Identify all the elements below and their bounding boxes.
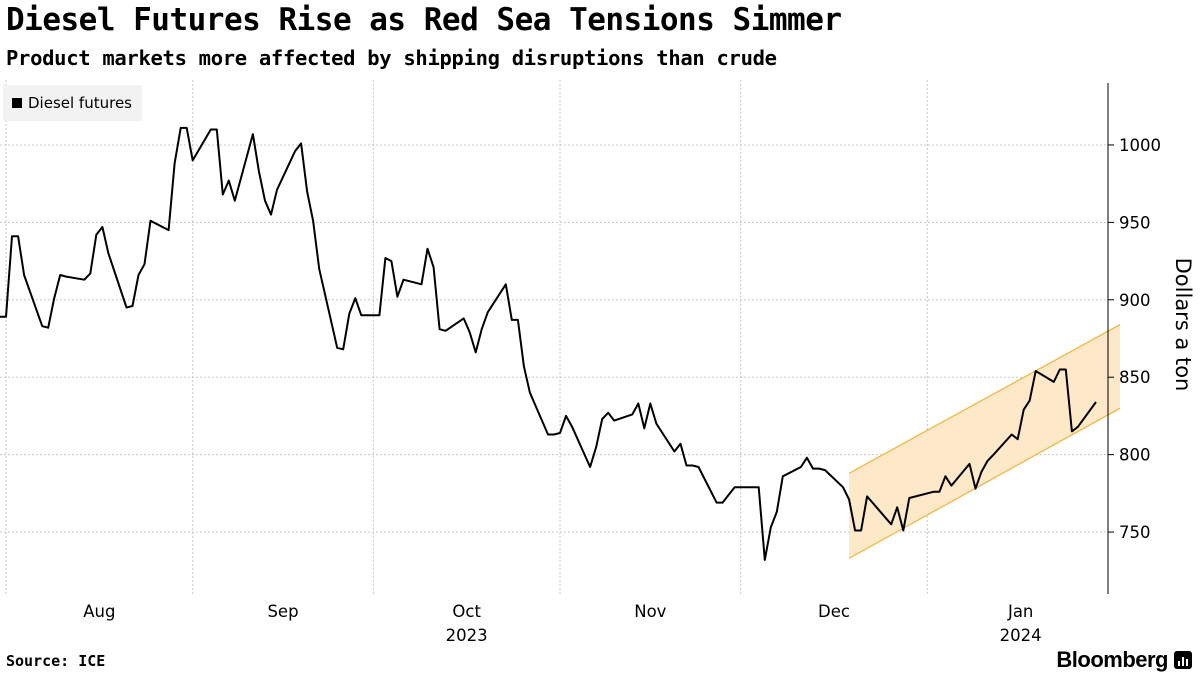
channel-upper-line — [848, 324, 1121, 474]
legend-label: Diesel futures — [28, 94, 132, 112]
legend[interactable]: Diesel futures — [3, 85, 142, 121]
x-tick-label: Dec — [818, 602, 850, 621]
legend-swatch — [12, 98, 22, 108]
chart-title: Diesel Futures Rise as Red Sea Tensions … — [6, 2, 842, 38]
source-note: Source: ICE — [6, 652, 106, 670]
brand-logo: Bloomberg — [1056, 647, 1168, 672]
y-tick-label: 800 — [1119, 446, 1151, 465]
y-axis-title: Dollars a ton — [1171, 258, 1195, 392]
series-layer — [0, 126, 1097, 561]
x-tick-label: Sep — [267, 602, 298, 621]
y-tick-label: 750 — [1119, 523, 1151, 542]
series-line-diesel-futures — [0, 126, 1097, 561]
y-tick-label: 950 — [1119, 213, 1151, 232]
channel-layer — [848, 324, 1121, 559]
axis-layer: 750 800 850 900 950 1000 Aug Sep Oct Nov Dec Jan 202… — [83, 83, 1195, 645]
x-tick-label: Oct — [452, 602, 481, 621]
bloomberg-chart-icon — [1174, 651, 1192, 669]
x-year-label: 2024 — [1000, 626, 1042, 645]
x-tick-label: Nov — [634, 602, 666, 621]
y-tick-label: 1000 — [1119, 136, 1161, 155]
channel-lower-line — [848, 407, 1121, 559]
grid-layer — [0, 80, 1108, 594]
channel-fill — [849, 324, 1121, 559]
x-year-label: 2023 — [446, 626, 488, 645]
x-tick-label: Jan — [1007, 602, 1033, 621]
chart-subtitle: Product markets more affected by shippin… — [6, 46, 777, 70]
y-tick-label: 900 — [1119, 291, 1151, 310]
y-tick-label: 850 — [1119, 368, 1151, 387]
x-tick-label: Aug — [83, 602, 115, 621]
